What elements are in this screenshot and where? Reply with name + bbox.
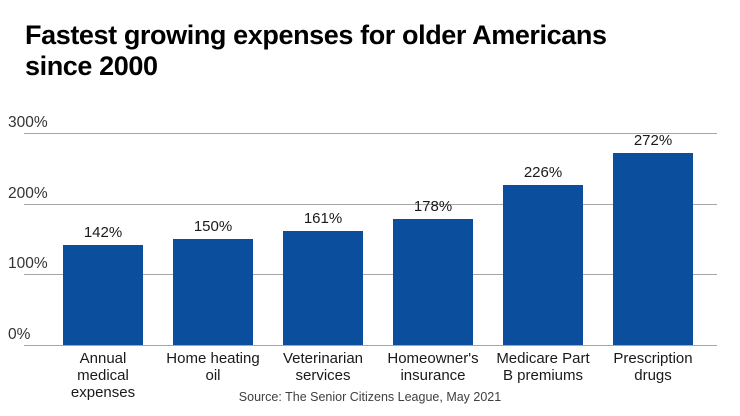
chart-title-line-1: Fastest growing expenses for older Ameri…: [25, 20, 607, 50]
bar-4: [393, 219, 473, 345]
gridline-300%: [24, 133, 717, 134]
category-label: Veterinarian services: [258, 350, 388, 384]
category-label-line: Annual: [79, 350, 127, 367]
y-tick-label: 0%: [8, 326, 31, 343]
source-note: Source: The Senior Citizens League, May …: [238, 390, 502, 404]
category-label: Prescription drugs: [588, 350, 718, 384]
chart-title-line-2: since 2000: [25, 51, 158, 81]
category-label: Medicare Part B premiums: [478, 350, 608, 384]
y-tick-label: 100%: [8, 255, 48, 272]
category-label-line: expenses: [70, 384, 136, 401]
bar-6: [613, 153, 693, 345]
bar-value-label: 150%: [193, 218, 233, 235]
bar-value-label: 178%: [413, 198, 453, 215]
bar-value-label: 142%: [83, 224, 123, 241]
category-label: Annual medical expenses: [38, 350, 168, 401]
bar-value-label: 161%: [303, 210, 343, 227]
bar-1: [63, 245, 143, 345]
category-label-line: services: [295, 367, 351, 384]
category-label-line: Homeowner's: [387, 350, 479, 367]
gridline-200%: [24, 204, 717, 205]
bar-value-label: 226%: [523, 164, 563, 181]
category-label-line: insurance: [400, 367, 466, 384]
chart-title: Fastest growing expenses for older Ameri…: [25, 20, 725, 82]
y-tick-label: 200%: [8, 185, 48, 202]
category-label-line: Prescription: [613, 350, 693, 367]
category-label: Home heating oil: [148, 350, 278, 384]
bar-5: [503, 185, 583, 345]
category-label-line: Veterinarian: [282, 350, 364, 367]
category-label-line: B premiums: [502, 367, 584, 384]
category-label-line: medical: [77, 367, 129, 384]
gridline-0%: [24, 345, 717, 346]
bar-value-label: 272%: [633, 132, 673, 149]
category-label-line: drugs: [634, 367, 672, 384]
category-label-line: Medicare Part: [496, 350, 590, 367]
gridline-100%: [24, 274, 717, 275]
bar-3: [283, 231, 363, 345]
category-label: Homeowner's insurance: [368, 350, 498, 384]
category-label-line: Home heating: [166, 350, 260, 367]
y-tick-label: 300%: [8, 114, 48, 131]
category-label-line: oil: [205, 367, 221, 384]
bar-2: [173, 239, 253, 345]
